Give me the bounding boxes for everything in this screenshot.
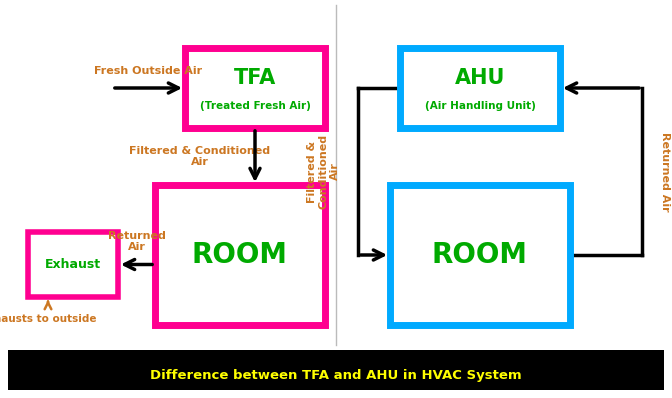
Text: ROOM: ROOM bbox=[432, 241, 528, 269]
FancyBboxPatch shape bbox=[185, 48, 325, 128]
Text: AHU: AHU bbox=[455, 68, 505, 88]
Text: Difference between TFA and AHU in HVAC System: Difference between TFA and AHU in HVAC S… bbox=[150, 369, 522, 382]
Text: Filtered & Conditioned
Air: Filtered & Conditioned Air bbox=[130, 146, 271, 167]
FancyBboxPatch shape bbox=[390, 185, 570, 325]
FancyBboxPatch shape bbox=[400, 48, 560, 128]
Text: Returned Air: Returned Air bbox=[660, 132, 670, 211]
FancyBboxPatch shape bbox=[28, 232, 118, 297]
Text: Filtered &
Conditioned
Air: Filtered & Conditioned Air bbox=[307, 134, 340, 209]
Text: (Treated Fresh Air): (Treated Fresh Air) bbox=[200, 101, 310, 111]
FancyBboxPatch shape bbox=[155, 185, 325, 325]
Text: ROOM: ROOM bbox=[192, 241, 288, 269]
Text: Returned
Air: Returned Air bbox=[108, 231, 165, 252]
Text: TFA: TFA bbox=[234, 68, 276, 88]
Text: (Air Handling Unit): (Air Handling Unit) bbox=[425, 101, 536, 111]
Text: Exhaust: Exhaust bbox=[45, 258, 101, 271]
FancyBboxPatch shape bbox=[8, 350, 664, 390]
Text: Fresh Outside Air: Fresh Outside Air bbox=[94, 66, 202, 76]
Text: exhausts to outside: exhausts to outside bbox=[0, 314, 96, 324]
